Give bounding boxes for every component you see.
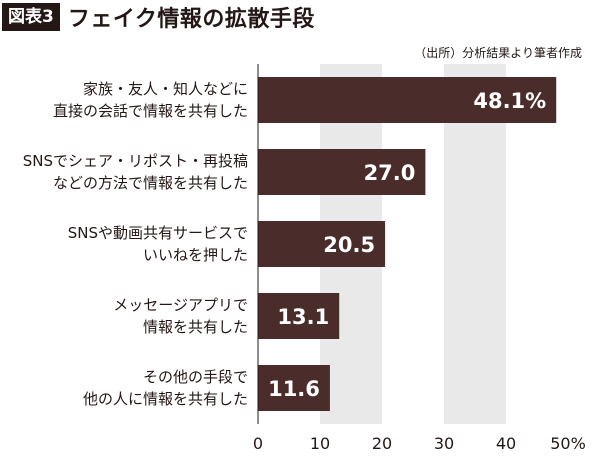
chart-title: フェイク情報の拡散手段 [67, 7, 315, 32]
category-label-line: 家族・友人・知人などに [82, 80, 248, 98]
category-label-line: SNSでシェア・リポスト・再投稿 [22, 152, 248, 170]
title-row: 図表3 フェイク情報の拡散手段 [0, 0, 315, 34]
bar [258, 293, 340, 339]
data-label: 20.5 [323, 233, 375, 257]
bar [258, 221, 386, 267]
category-label-line: いいねを押した [142, 246, 248, 264]
grid-band [444, 64, 506, 424]
category-label-line: その他の手段で [142, 368, 248, 386]
bar [258, 149, 426, 195]
category-label-line: メッセージアプリで [113, 296, 248, 314]
data-label: 27.0 [364, 161, 416, 185]
category-label: SNSや動画共有サービスでいいねを押した [0, 222, 248, 266]
x-tick-label: 30 [434, 434, 454, 453]
bar [258, 365, 330, 411]
data-label: 13.1 [277, 305, 329, 329]
figure-tag: 図表3 [2, 3, 60, 31]
x-tick-label: 50% [550, 434, 586, 453]
category-label: 家族・友人・知人などに直接の会話で情報を共有した [0, 78, 248, 122]
category-label-line: SNSや動画共有サービスで [67, 224, 248, 242]
x-tick-label: 0 [253, 434, 263, 453]
x-tick-label: 40 [496, 434, 516, 453]
bar [258, 77, 557, 123]
category-label: その他の手段で他の人に情報を共有した [0, 366, 248, 410]
category-label: メッセージアプリで情報を共有した [0, 294, 248, 338]
data-label: 11.6 [268, 377, 320, 401]
category-label-line: 他の人に情報を共有した [82, 390, 248, 408]
data-label: 48.1% [473, 89, 546, 113]
x-tick-label: 20 [372, 434, 392, 453]
source-note: （出所）分析結果より筆者作成 [414, 46, 582, 60]
category-label: SNSでシェア・リポスト・再投稿などの方法で情報を共有した [0, 150, 248, 194]
category-label-line: 情報を共有した [142, 318, 248, 336]
category-label-line: 直接の会話で情報を共有した [52, 102, 248, 120]
x-tick-label: 10 [310, 434, 330, 453]
category-label-line: などの方法で情報を共有した [52, 174, 248, 192]
